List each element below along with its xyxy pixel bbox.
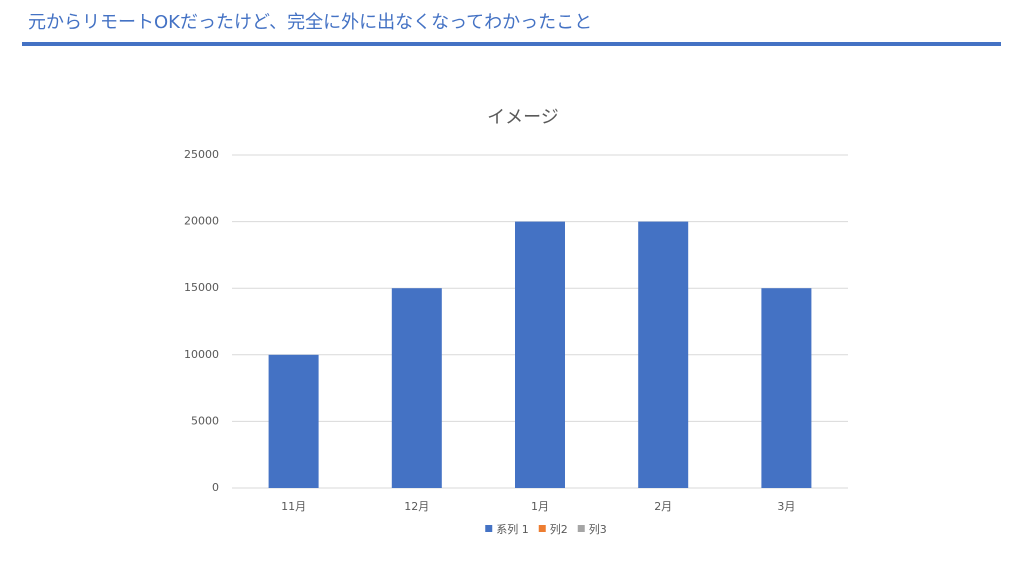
y-tick-label: 0 xyxy=(212,481,219,494)
legend-label: 系列 1 xyxy=(496,522,529,536)
x-tick-label: 3月 xyxy=(777,500,795,513)
y-tick-label: 25000 xyxy=(184,148,219,161)
y-tick-label: 10000 xyxy=(184,348,219,361)
bar xyxy=(761,288,812,488)
title-underline xyxy=(22,42,1001,46)
chart-title: イメージ xyxy=(487,107,559,128)
slide-title: 元からリモートOKだったけど、完全に外に出なくなってわかったこと xyxy=(28,12,592,33)
bar xyxy=(268,354,319,488)
bar xyxy=(391,288,442,488)
x-tick-label: 1月 xyxy=(531,500,549,513)
legend-label: 列3 xyxy=(589,522,607,536)
legend-label: 列2 xyxy=(550,522,568,536)
x-tick-label: 2月 xyxy=(654,500,672,513)
bar xyxy=(515,221,565,488)
x-tick-label: 12月 xyxy=(404,500,429,513)
legend-swatch xyxy=(538,525,546,532)
legend-swatch xyxy=(577,525,585,532)
x-tick-label: 11月 xyxy=(281,500,306,513)
y-tick-label: 5000 xyxy=(191,414,219,427)
y-tick-label: 20000 xyxy=(184,215,219,228)
y-tick-label: 15000 xyxy=(184,281,219,294)
legend-swatch xyxy=(485,525,493,532)
bar xyxy=(638,221,689,488)
